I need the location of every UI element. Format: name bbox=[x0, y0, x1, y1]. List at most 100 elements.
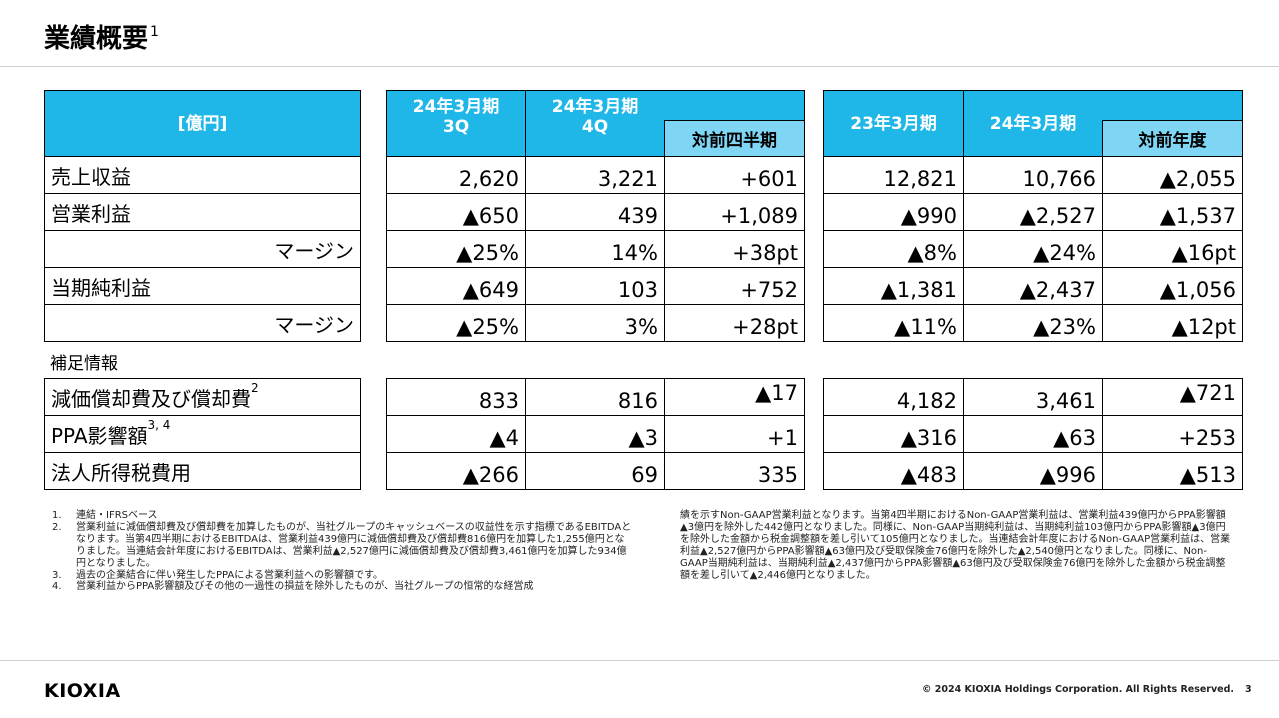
table-row: 12,821 10,766 ▲2,055 bbox=[823, 156, 1243, 194]
table-row: マージン bbox=[44, 304, 361, 342]
table-row: ▲1,381 ▲2,437 ▲1,056 bbox=[823, 267, 1243, 305]
kioxia-logo: KIOXIA bbox=[44, 680, 121, 702]
table-row: ▲650 439 +1,089 bbox=[386, 193, 805, 231]
table-row: ▲25% 14% +38pt bbox=[386, 230, 805, 268]
table-row: ▲11% ▲23% ▲12pt bbox=[823, 304, 1243, 342]
col-header-qoq: 対前四半期 bbox=[664, 120, 805, 157]
cell-24q4: 14% bbox=[525, 230, 665, 268]
cell-24q3: 833 bbox=[386, 378, 526, 416]
cell-qoq: +1,089 bbox=[664, 193, 805, 231]
page-title: 業績概要 1 bbox=[44, 24, 159, 54]
table-row: ▲649 103 +752 bbox=[386, 267, 805, 305]
supp-annual-table: 4,182 3,461 ▲721 ▲316 ▲63 +253 ▲483 ▲996 ▲513 bbox=[823, 378, 1243, 490]
cell-fy24: ▲23% bbox=[963, 304, 1103, 342]
cell-fy23: 12,821 bbox=[823, 156, 964, 194]
supplement-label: 補足情報 bbox=[50, 354, 118, 374]
cell-qoq: +38pt bbox=[664, 230, 805, 268]
cell-24q4: 439 bbox=[525, 193, 665, 231]
cell-fy23: ▲8% bbox=[823, 230, 964, 268]
cell-24q4: 816 bbox=[525, 378, 665, 416]
cell-24q3: ▲650 bbox=[386, 193, 526, 231]
cell-fy23: ▲990 bbox=[823, 193, 964, 231]
title-footnote-ref: 1 bbox=[150, 24, 159, 40]
cell-yoy: ▲2,055 bbox=[1102, 156, 1243, 194]
table-row: ▲316 ▲63 +253 bbox=[823, 415, 1243, 453]
footnote-text: 営業利益に減価償却費及び償却費を加算したものが、当社グループのキャッシュベースの… bbox=[76, 521, 632, 569]
cell-yoy: ▲513 bbox=[1102, 452, 1243, 490]
table-row: ▲990 ▲2,527 ▲1,537 bbox=[823, 193, 1243, 231]
cell-qoq: ▲17 bbox=[664, 378, 805, 416]
col-header-fy24-spacer bbox=[1102, 90, 1243, 121]
table-row: 4,182 3,461 ▲721 bbox=[823, 378, 1243, 416]
cell-fy23: ▲483 bbox=[823, 452, 964, 490]
row-label-text: PPA影響額 bbox=[51, 423, 148, 448]
cell-24q4: ▲3 bbox=[525, 415, 665, 453]
unit-header: [億円] bbox=[44, 90, 361, 157]
footer-divider bbox=[0, 660, 1279, 661]
cell-fy23: ▲1,381 bbox=[823, 267, 964, 305]
row-label: PPA影響額3, 4 bbox=[44, 415, 361, 453]
table-row: 833 816 ▲17 bbox=[386, 378, 805, 416]
footnote-text: 連結・IFRSベース bbox=[76, 510, 158, 521]
annual-table: 23年3月期 24年3月期 対前年度 12,821 10,766 ▲2,055 ▲99… bbox=[823, 90, 1243, 342]
table-row: 売上収益 bbox=[44, 156, 361, 194]
row-label: マージン bbox=[44, 304, 361, 342]
cell-fy24: ▲2,437 bbox=[963, 267, 1103, 305]
cell-24q3: ▲25% bbox=[386, 304, 526, 342]
cell-24q4: 103 bbox=[525, 267, 665, 305]
row-label: 当期純利益 bbox=[44, 267, 361, 305]
footnotes-left: 1. 連結・IFRSベース 2. 営業利益に減価償却費及び償却費を加算したものが、当社… bbox=[52, 510, 632, 593]
table-row: 2,620 3,221 +601 bbox=[386, 156, 805, 194]
col-header-24q3: 24年3月期 3Q bbox=[386, 90, 526, 157]
quarterly-table: 24年3月期 3Q 24年3月期 4Q 対前四半期 2,620 3,221 +601… bbox=[386, 90, 805, 342]
cell-qoq: +28pt bbox=[664, 304, 805, 342]
cell-fy24: 3,461 bbox=[963, 378, 1103, 416]
footnotes-right: 績を示すNon-GAAP営業利益となります。当第4四半期におけるNon-GAAP… bbox=[680, 510, 1232, 581]
cell-qoq: 335 bbox=[664, 452, 805, 490]
row-label-text: 法人所得税費用 bbox=[51, 460, 191, 485]
cell-fy24: ▲996 bbox=[963, 452, 1103, 490]
table-row: ▲8% ▲24% ▲16pt bbox=[823, 230, 1243, 268]
footnote-ref: 2 bbox=[251, 380, 259, 395]
cell-24q3: ▲649 bbox=[386, 267, 526, 305]
table-row: ▲4 ▲3 +1 bbox=[386, 415, 805, 453]
col-header-fy23: 23年3月期 bbox=[823, 90, 964, 157]
cell-fy24: ▲2,527 bbox=[963, 193, 1103, 231]
footnote-item: 4. 営業利益からPPA影響額及びその他の一過性の損益を除外したものが、当社グルー… bbox=[52, 581, 632, 593]
cell-24q3: ▲4 bbox=[386, 415, 526, 453]
table-row: マージン bbox=[44, 230, 361, 268]
cell-24q4: 3,221 bbox=[525, 156, 665, 194]
footnote-number: 2. bbox=[52, 521, 62, 533]
footnote-text: 営業利益からPPA影響額及びその他の一過性の損益を除外したものが、当社グループの… bbox=[76, 581, 534, 593]
cell-24q4: 69 bbox=[525, 452, 665, 490]
cell-24q3: 2,620 bbox=[386, 156, 526, 194]
row-label: 法人所得税費用 bbox=[44, 452, 361, 490]
cell-yoy: +253 bbox=[1102, 415, 1243, 453]
table-row: 減価償却費及び償却費2 bbox=[44, 378, 361, 416]
copyright: © 2024 KIOXIA Holdings Corporation. All … bbox=[922, 684, 1235, 695]
cell-qoq: +752 bbox=[664, 267, 805, 305]
page-number: 3 bbox=[1245, 684, 1252, 695]
cell-24q3: ▲266 bbox=[386, 452, 526, 490]
cell-yoy: ▲16pt bbox=[1102, 230, 1243, 268]
supp-label-table: 減価償却費及び償却費2 PPA影響額3, 4 法人所得税費用 bbox=[44, 378, 361, 490]
label-table: [億円] 売上収益 営業利益 マージン 当期純利益 マージン bbox=[44, 90, 361, 342]
col-header-fy24: 24年3月期 bbox=[963, 90, 1103, 157]
cell-yoy: ▲1,537 bbox=[1102, 193, 1243, 231]
footnote-number: 3. bbox=[52, 569, 62, 581]
col-header-24q4: 24年3月期 4Q bbox=[525, 90, 665, 157]
table-row: ▲25% 3% +28pt bbox=[386, 304, 805, 342]
supp-quarterly-table: 833 816 ▲17 ▲4 ▲3 +1 ▲266 69 335 bbox=[386, 378, 805, 490]
cell-fy23: ▲316 bbox=[823, 415, 964, 453]
col-header-yoy: 対前年度 bbox=[1102, 120, 1243, 157]
cell-qoq: +1 bbox=[664, 415, 805, 453]
table-row: 当期純利益 bbox=[44, 267, 361, 305]
cell-yoy: ▲721 bbox=[1102, 378, 1243, 416]
cell-qoq: +601 bbox=[664, 156, 805, 194]
table-row: PPA影響額3, 4 bbox=[44, 415, 361, 453]
table-row: ▲266 69 335 bbox=[386, 452, 805, 490]
row-label-text: 減価償却費及び償却費 bbox=[51, 386, 251, 411]
footnote-text: 過去の企業結合に伴い発生したPPAによる営業利益への影響額です。 bbox=[76, 569, 383, 581]
cell-fy24: ▲24% bbox=[963, 230, 1103, 268]
table-row: ▲483 ▲996 ▲513 bbox=[823, 452, 1243, 490]
